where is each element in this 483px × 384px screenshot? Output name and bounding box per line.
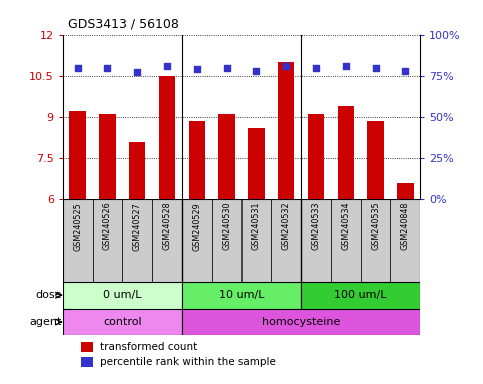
Bar: [242, 199, 271, 282]
Bar: [99, 114, 115, 199]
Point: [193, 66, 201, 72]
Point: [253, 68, 260, 74]
Text: GSM240535: GSM240535: [371, 202, 380, 250]
Point: [342, 63, 350, 69]
Text: dose: dose: [36, 290, 62, 300]
Point: [282, 63, 290, 69]
Bar: [390, 199, 420, 282]
Bar: [308, 114, 324, 199]
Text: homocysteine: homocysteine: [262, 317, 340, 327]
Bar: [397, 183, 413, 199]
Text: GSM240529: GSM240529: [192, 202, 201, 251]
Text: 0 um/L: 0 um/L: [103, 290, 142, 300]
Point: [223, 65, 230, 71]
Bar: [159, 76, 175, 199]
Bar: [331, 199, 361, 282]
Text: 10 um/L: 10 um/L: [219, 290, 264, 300]
Text: GSM240848: GSM240848: [401, 202, 410, 250]
Text: control: control: [103, 317, 142, 327]
Bar: [278, 62, 294, 199]
Bar: [152, 199, 182, 282]
Text: GSM240532: GSM240532: [282, 202, 291, 250]
Bar: [301, 199, 331, 282]
Bar: [182, 309, 420, 335]
Bar: [122, 199, 152, 282]
Text: agent: agent: [30, 317, 62, 327]
Text: GSM240526: GSM240526: [103, 202, 112, 250]
Bar: [338, 106, 354, 199]
Bar: [182, 282, 301, 309]
Point: [163, 63, 171, 69]
Bar: [218, 114, 235, 199]
Bar: [63, 309, 182, 335]
Text: GSM240533: GSM240533: [312, 202, 320, 250]
Bar: [63, 282, 182, 309]
Text: transformed count: transformed count: [100, 342, 198, 352]
Bar: [182, 199, 212, 282]
Bar: [361, 199, 390, 282]
Bar: [301, 282, 420, 309]
Text: GSM240527: GSM240527: [133, 202, 142, 251]
Point: [74, 65, 82, 71]
Bar: [368, 121, 384, 199]
Text: GSM240525: GSM240525: [73, 202, 82, 251]
Text: GDS3413 / 56108: GDS3413 / 56108: [68, 18, 179, 31]
Point: [372, 65, 380, 71]
Bar: [70, 111, 86, 199]
Bar: [248, 128, 265, 199]
Point: [104, 65, 112, 71]
Bar: [129, 142, 145, 199]
Bar: [63, 199, 93, 282]
Bar: [81, 342, 93, 352]
Text: GSM240534: GSM240534: [341, 202, 350, 250]
Point: [312, 65, 320, 71]
Text: 100 um/L: 100 um/L: [334, 290, 387, 300]
Text: GSM240528: GSM240528: [163, 202, 171, 250]
Text: GSM240531: GSM240531: [252, 202, 261, 250]
Bar: [189, 121, 205, 199]
Point: [401, 68, 409, 74]
Point: [133, 70, 141, 76]
Text: GSM240530: GSM240530: [222, 202, 231, 250]
Text: percentile rank within the sample: percentile rank within the sample: [100, 357, 276, 367]
Bar: [81, 357, 93, 367]
Bar: [271, 199, 301, 282]
Bar: [93, 199, 122, 282]
Bar: [212, 199, 242, 282]
